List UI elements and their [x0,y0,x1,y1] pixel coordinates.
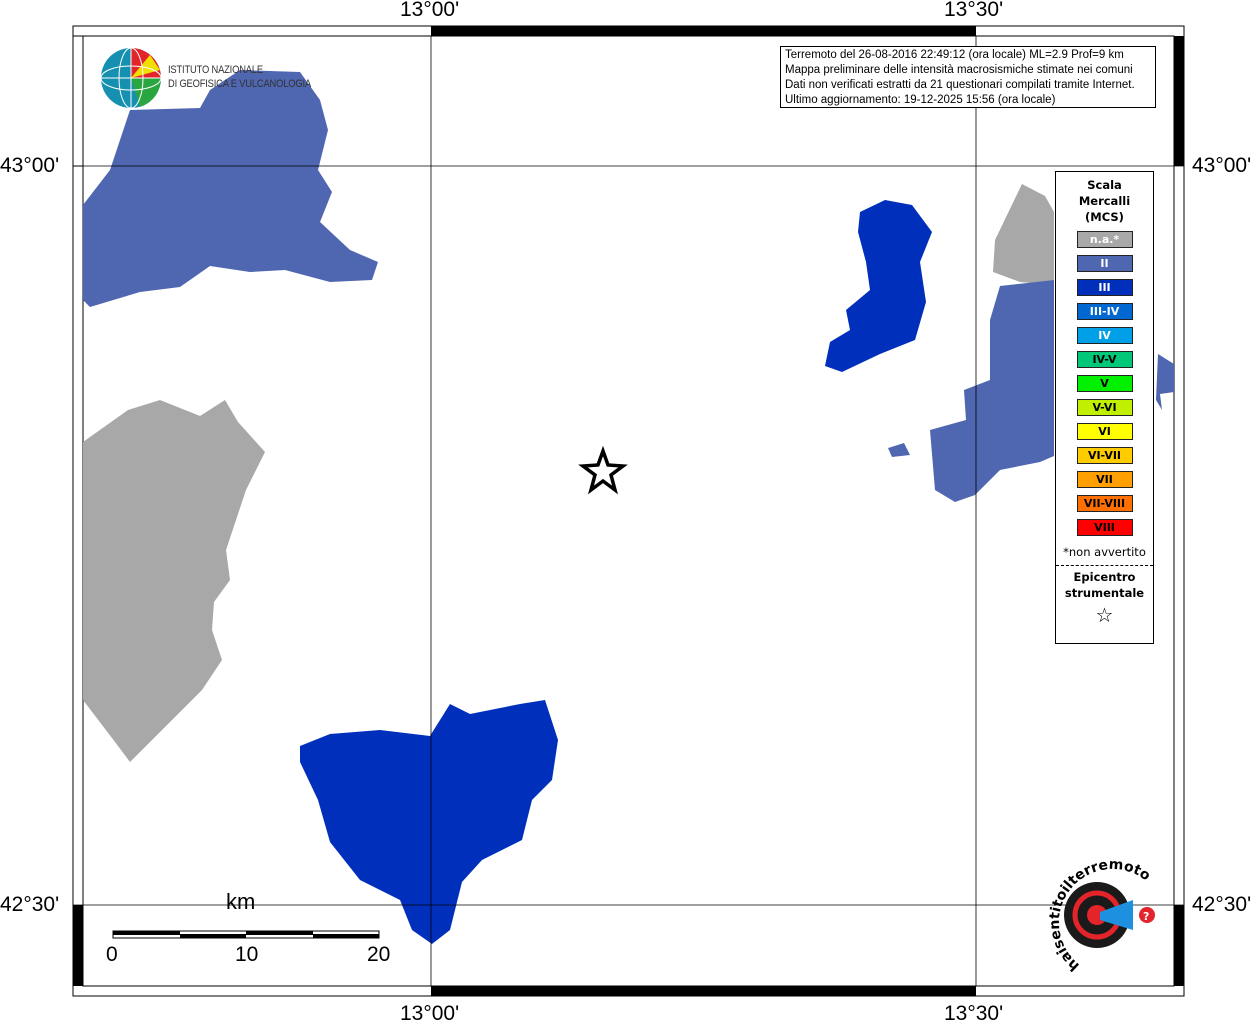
frame-band-right-top [1174,36,1184,166]
scale-bar-tick: 0 [106,943,118,966]
legend-epicenter-line: Epicentro [1073,570,1136,584]
legend-swatch: III-IV [1076,303,1133,320]
event-info-box: Terremoto del 26-08-2016 22:49:12 (ora l… [780,46,1156,108]
scale-bar-tick: 10 [235,943,259,966]
scale-bar-unit: km [226,889,256,914]
lat-label-right: 42°30' [1192,893,1252,916]
ingv-logo-text: ISTITUTO NAZIONALE DI GEOFISICA E VULCAN… [168,63,311,91]
svg-text:?: ? [1143,910,1149,923]
frame-band-bottom [431,986,976,996]
municipality-intensity-III[interactable] [300,700,558,944]
legend-swatch: VIII [1076,519,1133,536]
legend-swatch: II [1076,255,1133,272]
frame-band-left-top [72,35,84,167]
mcs-legend: Scala Mercalli (MCS) n.a.* II III III-IV IV I… [1055,171,1154,644]
legend-swatch: VII [1076,471,1133,488]
ingv-logo-globe [100,47,162,109]
legend-swatches: n.a.* II III III-IV IV IV-V V V-VI VI VI-VII VII VI… [1056,231,1153,536]
event-info-line: Dati non verificati estratti da 21 quest… [785,79,1135,91]
lat-label-left: 42°30' [0,893,60,916]
frame-band-left-bottom [73,905,83,986]
legend-swatch: V-VI [1076,399,1133,416]
frame-band-right-bottom [1174,905,1184,986]
lon-label-bottom: 13°30' [944,1002,1004,1025]
event-info-line: Ultimo aggiornamento: 19-12-2025 15:56 (… [785,94,1056,106]
legend-swatch: VI-VII [1076,447,1133,464]
legend-swatch: III [1076,279,1133,296]
municipality-intensity-II[interactable] [888,443,910,457]
ingv-logo-line: DI GEOFISICA E VULCANOLOGIA [168,78,311,90]
legend-divider [1056,565,1153,566]
lat-label-left: 43°00' [0,154,60,177]
legend-title: Scala Mercalli (MCS) [1056,177,1153,225]
scale-bar-tick: 20 [367,943,391,966]
municipality-not-felt[interactable] [993,184,1054,285]
scale-bar [112,930,380,939]
legend-star-icon: ☆ [1095,603,1114,627]
epicenter-star-icon[interactable] [578,445,628,495]
event-info-line: Terremoto del 26-08-2016 22:49:12 (ora l… [785,49,1124,61]
lon-label-top: 13°00' [400,0,460,21]
legend-swatch: IV-V [1076,351,1133,368]
legend-title-line: Scala [1087,178,1122,192]
legend-title-line: (MCS) [1085,210,1124,224]
legend-title-line: Mercalli [1078,194,1131,208]
legend-swatch: IV [1076,327,1133,344]
municipality-intensity-II[interactable] [83,70,378,307]
legend-swatch: VI [1076,423,1133,440]
municipality-intensity-III[interactable] [825,200,932,372]
legend-footnote: *non avvertito [1063,545,1146,559]
lon-label-top: 13°30' [944,0,1004,21]
legend-swatch: VII-VIII [1076,495,1133,512]
event-info-line: Mappa preliminare delle intensità macros… [785,64,1133,76]
legend-swatch: V [1076,375,1133,392]
municipality-intensity-II[interactable] [1156,354,1174,410]
frame-band-top [431,26,976,36]
ingv-logo-line: ISTITUTO NAZIONALE [168,64,263,76]
lat-label-right: 43°00' [1192,154,1252,177]
municipality-not-felt[interactable] [83,400,265,762]
lon-label-bottom: 13°00' [400,1002,460,1025]
legend-epicenter-line: strumentale [1064,586,1145,600]
legend-swatch: n.a.* [1076,231,1133,248]
legend-epicenter-label: Epicentro strumentale [1056,569,1153,601]
municipality-intensity-II[interactable] [930,280,1054,502]
